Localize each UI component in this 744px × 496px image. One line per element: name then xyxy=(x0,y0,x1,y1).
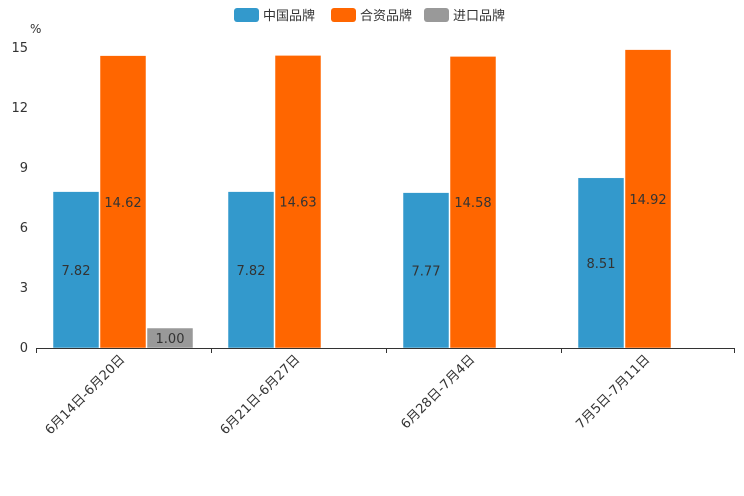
bar-1-4 xyxy=(577,177,625,349)
bar-2-3 xyxy=(449,56,497,349)
legend: 中国品牌 合资品牌 进口品牌 xyxy=(234,8,505,24)
y-tick-label: 0 xyxy=(20,341,28,356)
legend-item-1: 中国品牌 xyxy=(234,8,315,24)
legend-label: 进口品牌 xyxy=(453,8,505,24)
legend-label: 中国品牌 xyxy=(263,8,315,24)
legend-swatch xyxy=(331,8,356,22)
x-tick-label: 7月5日-7月11日 xyxy=(573,352,653,432)
x-tick-label: 6月28日-7月4日 xyxy=(398,352,478,432)
legend-item-2: 合资品牌 xyxy=(331,8,412,24)
data-label: 1.00 xyxy=(156,332,185,347)
y-tick-label: 9 xyxy=(20,161,28,176)
legend-label: 合资品牌 xyxy=(360,8,412,24)
bar-2-2 xyxy=(274,55,322,349)
x-tick-label: 6月14日-6月20日 xyxy=(43,352,129,438)
data-label: 8.51 xyxy=(587,257,616,272)
y-tick-label: 6 xyxy=(20,221,28,236)
bar-2-1 xyxy=(99,55,147,349)
data-label: 14.92 xyxy=(629,193,666,208)
y-tick-label: 12 xyxy=(11,101,28,116)
y-axis-unit-label: % xyxy=(30,22,41,36)
x-tick-label: 6月21日-6月27日 xyxy=(218,352,304,438)
y-axis: 0 3 6 9 12 15 xyxy=(11,41,28,356)
data-label: 7.82 xyxy=(62,264,91,279)
legend-swatch xyxy=(234,8,259,22)
legend-swatch xyxy=(424,8,449,22)
bar-1-1 xyxy=(52,191,100,349)
data-label: 7.77 xyxy=(412,264,441,279)
x-axis: 6月14日-6月20日 6月21日-6月27日 6月28日-7月4日 7月5日-7月1… xyxy=(36,348,735,438)
bars: 7.82 14.62 1.00 7.82 14.63 7.77 14.58 8.51 14.92 xyxy=(52,49,672,349)
y-tick-label: 3 xyxy=(20,281,28,296)
bar-1-2 xyxy=(227,191,275,349)
data-label: 14.58 xyxy=(454,196,491,211)
legend-item-3: 进口品牌 xyxy=(424,8,505,24)
bar-2-4 xyxy=(624,49,672,349)
data-label: 7.82 xyxy=(237,264,266,279)
y-tick-label: 15 xyxy=(11,41,28,56)
data-label: 14.62 xyxy=(104,196,141,211)
data-label: 14.63 xyxy=(279,196,316,211)
